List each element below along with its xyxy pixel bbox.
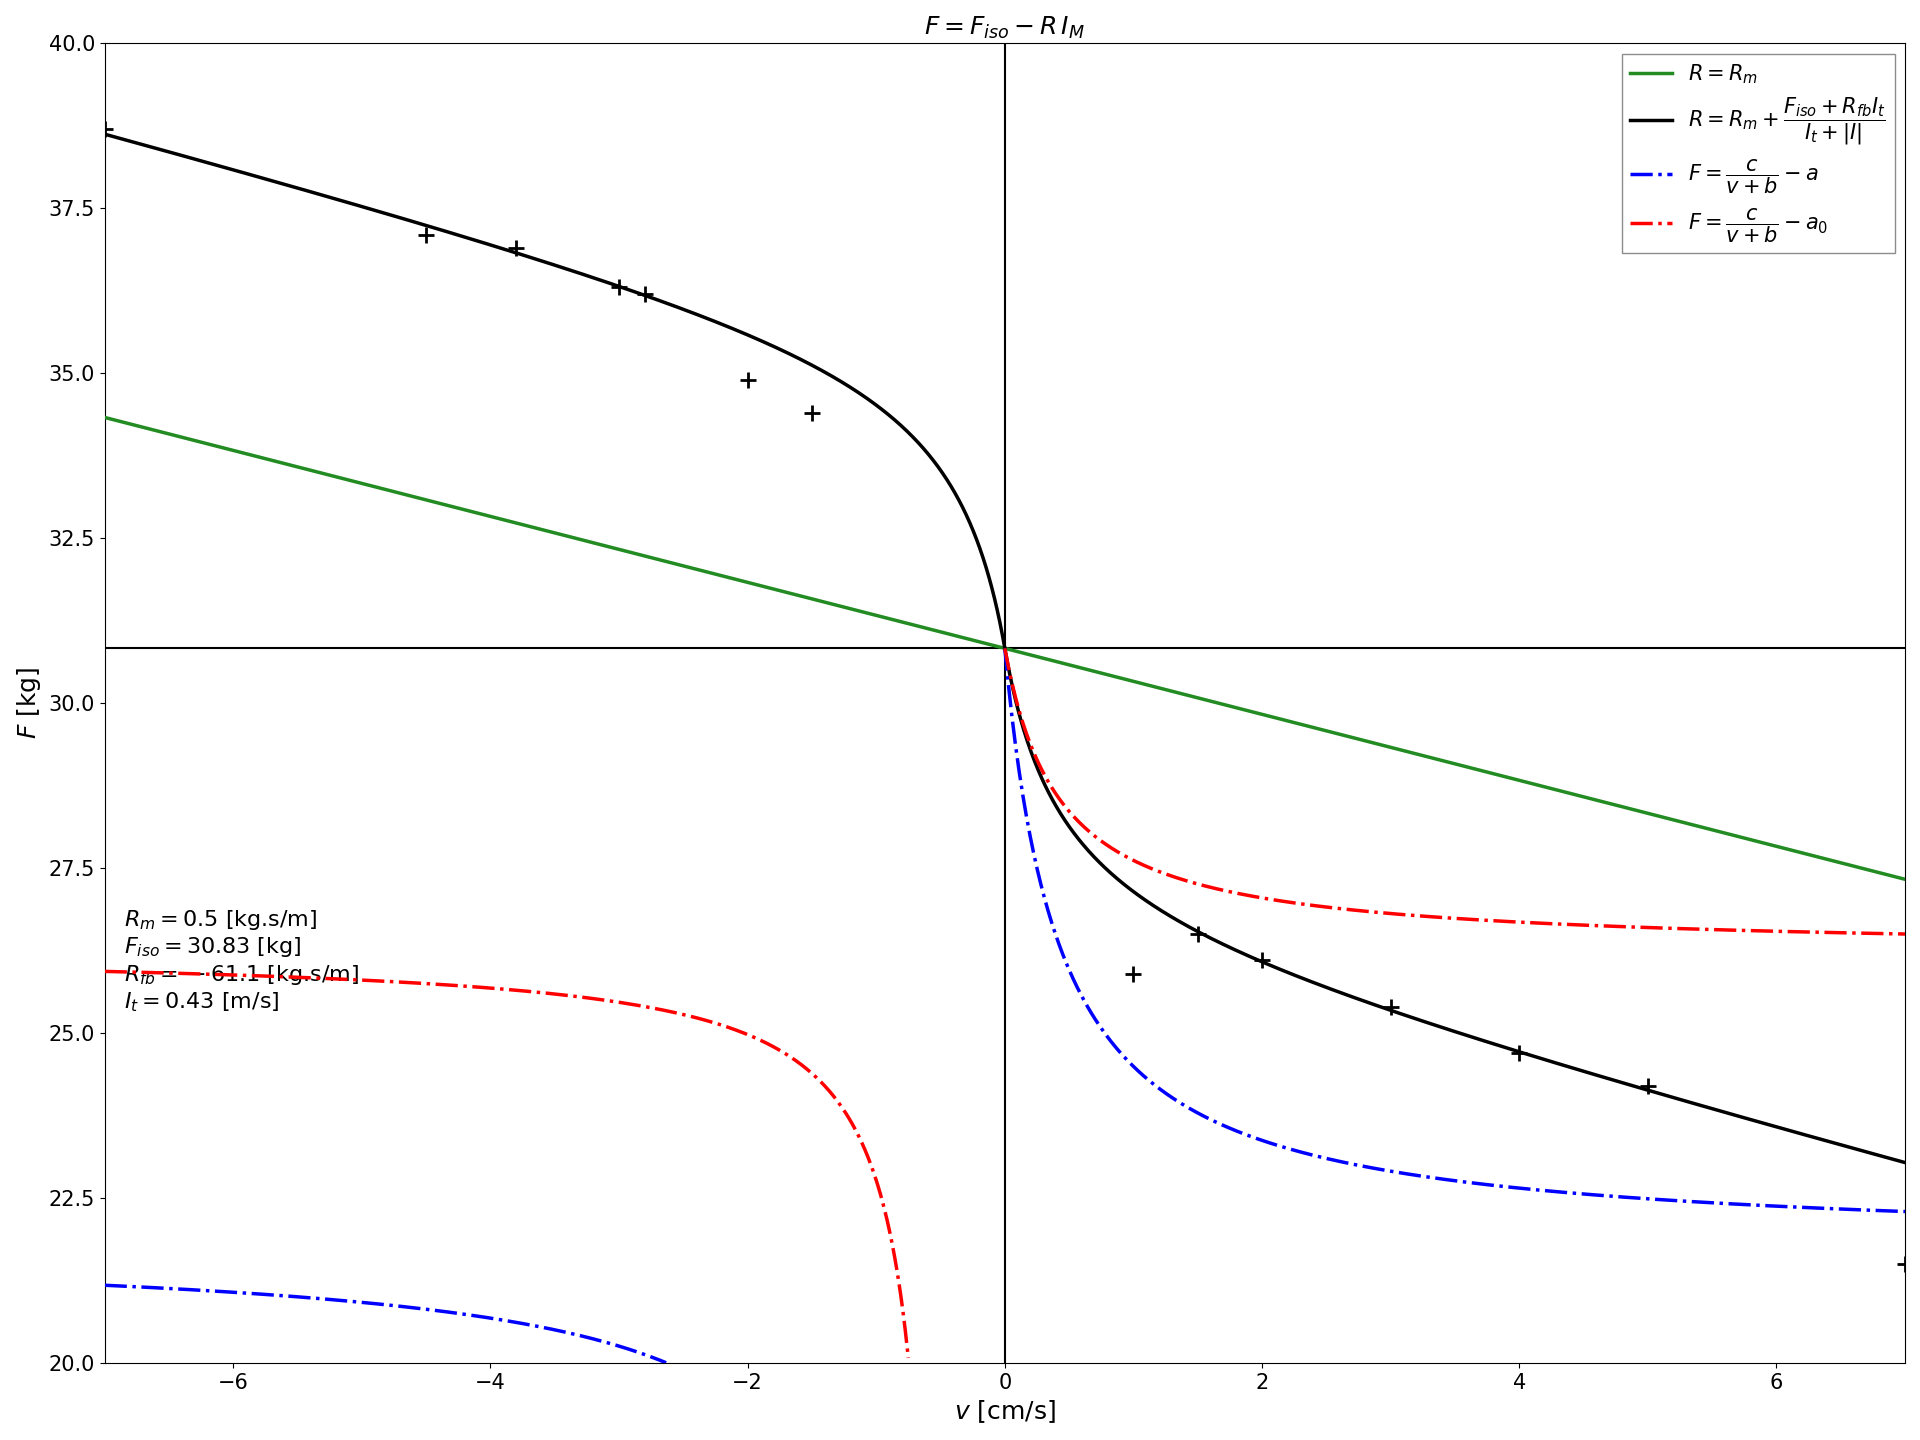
$F = \dfrac{c}{v+b} - a$ — [1421, 1169, 1444, 1187]
$F = \dfrac{c}{v+b} - a$ — [1528, 1182, 1551, 1200]
X-axis label: $v$ [cm/s]: $v$ [cm/s] — [954, 1398, 1056, 1426]
$F = \dfrac{c}{v+b} - a_0$ — [1732, 922, 1755, 939]
$R = R_m + \dfrac{F_{iso}+R_{fb}I_t}{I_t+|I|}$ — [1390, 1005, 1413, 1022]
$F = \dfrac{c}{v+b} - a_0$ — [993, 639, 1016, 657]
$R = R_m + \dfrac{F_{iso}+R_{fb}I_t}{I_t+|I|}$ — [1711, 1103, 1734, 1120]
$F = \dfrac{c}{v+b} - a_0$ — [1480, 912, 1503, 929]
$R = R_m$ — [1893, 871, 1916, 888]
Line: $R = R_m + \dfrac{F_{iso}+R_{fb}I_t}{I_t+|I|}$: $R = R_m + \dfrac{F_{iso}+R_{fb}I_t}{I_t… — [1004, 648, 1905, 1162]
$R = R_m + \dfrac{F_{iso}+R_{fb}I_t}{I_t+|I|}$ — [1357, 994, 1380, 1011]
$F = \dfrac{c}{v+b} - a$ — [1893, 1202, 1916, 1220]
Line: $R = R_m$: $R = R_m$ — [106, 418, 1905, 880]
$R = R_m$ — [1165, 684, 1188, 701]
$F = \dfrac{c}{v+b} - a_0$ — [1427, 909, 1450, 926]
$R = R_m$ — [1569, 788, 1592, 805]
Title: $F = F_{iso} - R\,I_M$: $F = F_{iso} - R\,I_M$ — [924, 14, 1085, 42]
$R = R_m + \dfrac{F_{iso}+R_{fb}I_t}{I_t+|I|}$ — [1085, 851, 1108, 868]
$R = R_m$ — [1068, 658, 1091, 675]
$F = \dfrac{c}{v+b} - a_0$ — [1893, 926, 1916, 943]
$F = \dfrac{c}{v+b} - a_0$ — [1872, 924, 1895, 942]
Y-axis label: $F$ [kg]: $F$ [kg] — [15, 667, 42, 739]
$R = R_m$ — [948, 628, 972, 645]
$R = R_m + \dfrac{F_{iso}+R_{fb}I_t}{I_t+|I|}$ — [993, 639, 1016, 657]
$F = \dfrac{c}{v+b} - a$ — [1872, 1202, 1895, 1220]
$R = R_m$ — [958, 631, 981, 648]
$F = \dfrac{c}{v+b} - a$ — [1480, 1176, 1503, 1194]
$R = R_m$ — [94, 409, 117, 426]
$F = \dfrac{c}{v+b} - a_0$ — [1421, 909, 1444, 926]
Text: $R_m = 0.5$ [kg.s/m]
$F_{iso} = 30.83$ [kg]
$R_{fb} = -61.1$ [kg.s/m]
$I_t = 0.4: $R_m = 0.5$ [kg.s/m] $F_{iso} = 30.83$ [… — [125, 907, 359, 1014]
$R = R_m$ — [1851, 860, 1874, 877]
$F = \dfrac{c}{v+b} - a$ — [993, 639, 1016, 657]
$F = \dfrac{c}{v+b} - a$ — [1427, 1169, 1450, 1187]
$R = R_m + \dfrac{F_{iso}+R_{fb}I_t}{I_t+|I|}$ — [1893, 1153, 1916, 1171]
$F = \dfrac{c}{v+b} - a_0$ — [1528, 914, 1551, 932]
Legend: $R = R_m$, $R = R_m + \dfrac{F_{iso}+R_{fb}I_t}{I_t+|I|}$, $F = \dfrac{c}{v+b} -: $R = R_m$, $R = R_m + \dfrac{F_{iso}+R_{… — [1622, 53, 1895, 253]
$F = \dfrac{c}{v+b} - a$ — [1732, 1195, 1755, 1212]
Line: $F = \dfrac{c}{v+b} - a_0$: $F = \dfrac{c}{v+b} - a_0$ — [1004, 648, 1905, 935]
Line: $F = \dfrac{c}{v+b} - a$: $F = \dfrac{c}{v+b} - a$ — [1004, 648, 1905, 1211]
$R = R_m + \dfrac{F_{iso}+R_{fb}I_t}{I_t+|I|}$ — [1611, 1074, 1634, 1092]
$R = R_m + \dfrac{F_{iso}+R_{fb}I_t}{I_t+|I|}$ — [1695, 1099, 1718, 1116]
